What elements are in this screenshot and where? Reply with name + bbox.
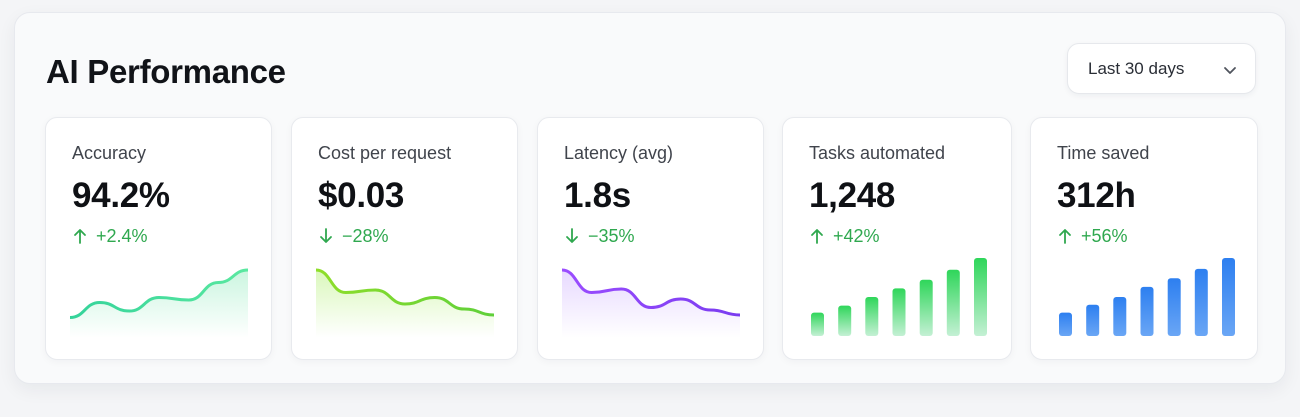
arrow-down-icon xyxy=(566,228,578,243)
metric-delta-value: +42% xyxy=(833,226,880,246)
bar-1 xyxy=(1059,312,1072,336)
metric-value: 1.8s xyxy=(564,176,631,215)
arrow-down-icon xyxy=(320,228,332,243)
metric-delta: −35% xyxy=(564,225,635,247)
bar-6 xyxy=(946,269,960,336)
metric-value: $0.03 xyxy=(318,176,405,215)
metric-card-latency[interactable]: Latency (avg) 1.8s −35% xyxy=(537,117,764,360)
bar-3 xyxy=(865,297,879,336)
arrow-up-icon xyxy=(74,229,86,244)
metric-card-cost-per-request[interactable]: Cost per request $0.03 −28% xyxy=(291,117,518,360)
bar-4 xyxy=(1140,286,1154,336)
metric-label: Accuracy xyxy=(72,143,147,163)
bar-7 xyxy=(974,258,987,336)
metric-delta: −28% xyxy=(318,225,389,247)
metric-card-tasks-automated[interactable]: Tasks automated 1,248 +42% xyxy=(782,117,1012,360)
bar-4 xyxy=(892,288,906,336)
latency-sparkline xyxy=(562,268,740,338)
metric-delta-value: +56% xyxy=(1081,226,1128,246)
time-saved-bar-chart xyxy=(1059,258,1235,336)
bar-5 xyxy=(919,279,933,336)
metric-value: 94.2% xyxy=(72,176,170,215)
metric-delta: +56% xyxy=(1057,225,1128,247)
bar-1 xyxy=(811,312,824,336)
bar-2 xyxy=(838,305,852,336)
metric-label: Cost per request xyxy=(318,143,452,163)
tasks-bar-chart xyxy=(811,258,987,336)
bar-2 xyxy=(1086,304,1100,336)
arrow-up-icon xyxy=(1059,229,1071,244)
bar-5 xyxy=(1167,278,1181,336)
metric-label: Latency (avg) xyxy=(564,143,674,163)
bar-6 xyxy=(1194,268,1208,336)
metric-delta: +2.4% xyxy=(72,225,148,247)
metric-delta-value: −28% xyxy=(342,226,389,246)
metric-label: Time saved xyxy=(1057,143,1150,163)
accuracy-sparkline xyxy=(70,268,248,338)
metric-delta-value: +2.4% xyxy=(96,226,148,246)
bar-7 xyxy=(1222,258,1235,336)
page-title: AI Performance xyxy=(46,53,286,90)
date-range-select[interactable]: Last 30 days xyxy=(1067,43,1256,94)
metric-delta: +42% xyxy=(809,225,880,247)
date-range-label: Last 30 days xyxy=(1088,59,1185,78)
metric-value: 312h xyxy=(1057,176,1136,215)
metric-card-accuracy[interactable]: Accuracy 94.2% +2.4% xyxy=(45,117,272,360)
metric-card-time-saved[interactable]: Time saved 312h +56% xyxy=(1030,117,1258,360)
bar-3 xyxy=(1113,297,1127,336)
metric-delta-value: −35% xyxy=(588,226,635,246)
metric-value: 1,248 xyxy=(809,176,896,215)
cost-sparkline xyxy=(316,268,494,338)
chevron-down-icon xyxy=(1224,67,1236,74)
arrow-up-icon xyxy=(811,229,823,244)
metric-label: Tasks automated xyxy=(809,143,946,163)
